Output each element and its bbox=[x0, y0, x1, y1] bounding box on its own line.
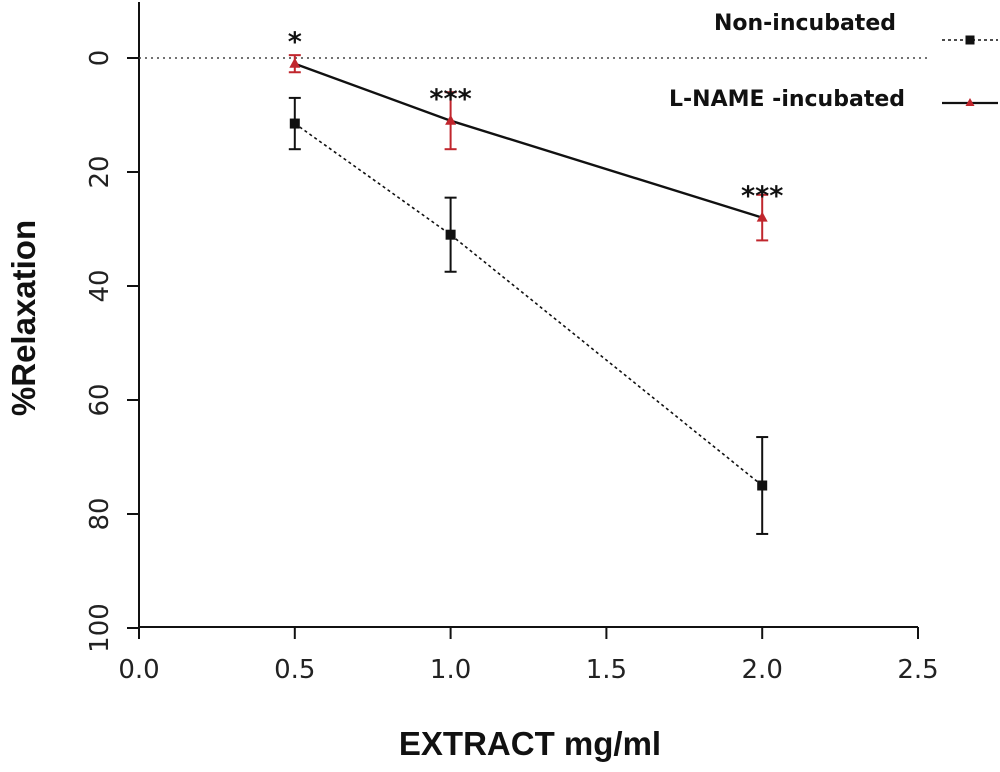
data-point bbox=[757, 480, 768, 491]
series-2 bbox=[288, 54, 769, 242]
significance-label: *** bbox=[741, 181, 783, 212]
legend-label: Non-incubated bbox=[714, 11, 896, 36]
x-tick-label: 2.5 bbox=[897, 655, 938, 685]
data-point bbox=[445, 229, 456, 240]
significance-label: * bbox=[288, 27, 302, 58]
y-tick-label: 60 bbox=[85, 383, 115, 416]
y-tick-label: 80 bbox=[85, 497, 115, 530]
data-point bbox=[289, 57, 301, 68]
y-tick-label: 40 bbox=[85, 269, 115, 302]
x-tick-label: 2.0 bbox=[742, 655, 783, 685]
legend-marker bbox=[965, 35, 975, 45]
y-tick-label: 20 bbox=[85, 155, 115, 188]
legend-marker bbox=[965, 98, 975, 106]
x-tick-label: 1.0 bbox=[430, 655, 471, 685]
legend-label: L-NAME -incubated bbox=[669, 87, 905, 112]
axes bbox=[138, 2, 918, 628]
y-axis-title: %Relaxation bbox=[5, 220, 42, 416]
series-layer bbox=[288, 54, 769, 535]
series-line bbox=[294, 122, 763, 487]
y-tick-label: 0 bbox=[85, 50, 115, 67]
x-axis-title: EXTRACT mg/ml bbox=[399, 725, 661, 762]
x-tick-label: 1.5 bbox=[586, 655, 627, 685]
significance-label: *** bbox=[429, 84, 471, 115]
x-tick-label: 0.0 bbox=[118, 655, 159, 685]
data-point bbox=[445, 114, 457, 125]
data-point bbox=[289, 118, 300, 129]
annotation-layer: ******* bbox=[288, 27, 784, 212]
series-1 bbox=[288, 96, 769, 535]
y-tick-group: 0 20 40 60 80 100 bbox=[85, 50, 139, 653]
y-tick-label: 100 bbox=[85, 603, 115, 653]
data-point bbox=[756, 211, 768, 222]
x-tick-label: 0.5 bbox=[274, 655, 315, 685]
legend: Non-incubated L-NAME -incubated bbox=[669, 11, 998, 112]
x-tick-group: 0.0 0.5 1.0 1.5 2.0 2.5 bbox=[118, 627, 939, 685]
